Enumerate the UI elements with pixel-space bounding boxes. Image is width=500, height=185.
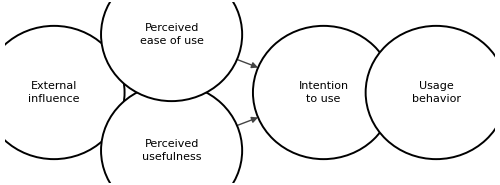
Ellipse shape — [0, 26, 124, 159]
Text: Perceived
usefulness: Perceived usefulness — [142, 139, 202, 162]
Ellipse shape — [253, 26, 394, 159]
Text: Perceived
ease of use: Perceived ease of use — [140, 23, 203, 46]
Text: External
influence: External influence — [28, 81, 80, 104]
Ellipse shape — [101, 0, 242, 101]
Ellipse shape — [366, 26, 500, 159]
Text: Usage
behavior: Usage behavior — [412, 81, 461, 104]
Ellipse shape — [101, 84, 242, 185]
Text: Intention
to use: Intention to use — [298, 81, 348, 104]
